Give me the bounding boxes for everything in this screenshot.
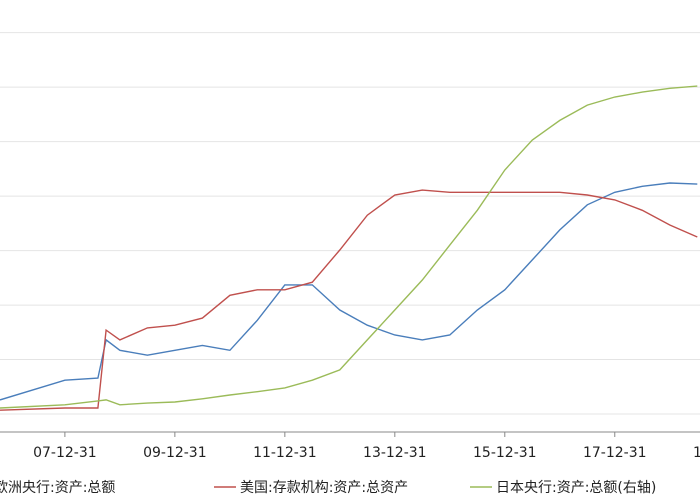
x-tick-label: 15-12-31 xyxy=(473,445,537,461)
x-tick-label: 07-12-31 xyxy=(33,445,97,461)
x-tick-label: 09-12-31 xyxy=(143,445,207,461)
x-tick-label: 11-12-31 xyxy=(253,445,317,461)
x-tick-label: 13-12-31 xyxy=(363,445,427,461)
x-tick-label: 17-12-31 xyxy=(583,445,647,461)
legend-label: 日本央行:资产:总额(右轴) xyxy=(496,480,656,496)
legend-label: 美国:存款机构:资产:总资产 xyxy=(240,480,408,496)
x-tick-label: 19-12-31 xyxy=(693,445,700,461)
series-line xyxy=(0,85,698,409)
legend-label: 欧洲央行:资产:总额 xyxy=(0,480,115,496)
series-line xyxy=(0,182,698,401)
series-line xyxy=(0,189,698,411)
